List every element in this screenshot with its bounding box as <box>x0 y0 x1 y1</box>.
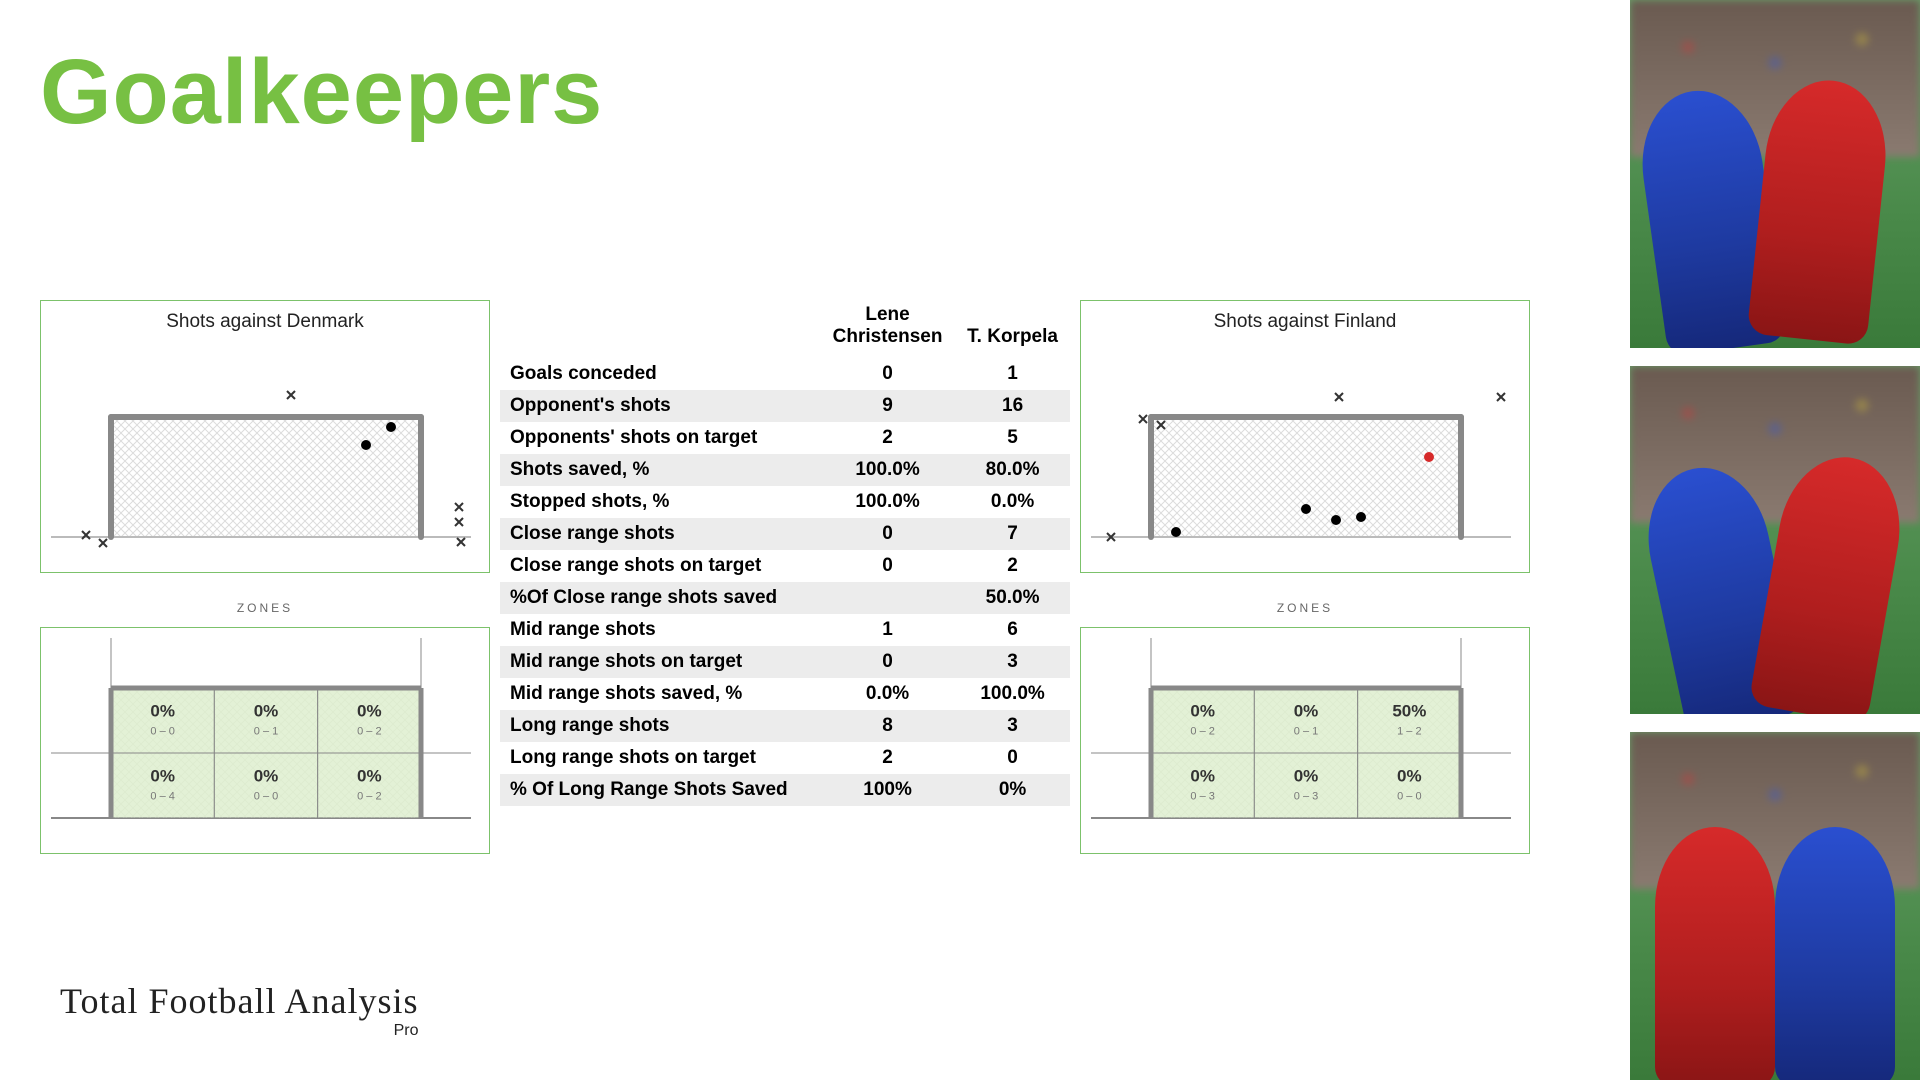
center-column: LeneChristensenT. KorpelaGoals conceded0… <box>500 300 1070 876</box>
stats-table: LeneChristensenT. KorpelaGoals conceded0… <box>500 300 1070 806</box>
right-zones-chart: 0% 0 – 2 0% 0 – 1 50% 1 – 2 0% 0 – 3 0% 0 – 3 0% 0 … <box>1081 628 1521 848</box>
svg-text:0 – 1: 0 – 1 <box>254 726 278 738</box>
table-header: LeneChristensen <box>820 300 955 358</box>
svg-text:0%: 0% <box>357 702 382 721</box>
table-header: T. Korpela <box>955 300 1070 358</box>
brand-logo: Total Football Analysis Pro <box>60 980 418 1040</box>
svg-text:0%: 0% <box>1190 767 1215 786</box>
table-row: Long range shots83 <box>500 710 1070 742</box>
svg-text:0%: 0% <box>1294 767 1319 786</box>
svg-text:0 – 2: 0 – 2 <box>357 726 381 738</box>
table-row: Stopped shots, %100.0%0.0% <box>500 486 1070 518</box>
left-column: Shots against Denmark ZONES <box>40 300 490 876</box>
left-zones-panel: 0% 0 – 0 0% 0 – 1 0% 0 – 2 0% 0 – 4 0% 0 – 0 0% 0 –… <box>40 627 490 854</box>
left-zones-chart: 0% 0 – 0 0% 0 – 1 0% 0 – 2 0% 0 – 4 0% 0 – 0 0% 0 –… <box>41 628 481 848</box>
right-zones-label: ZONES <box>1080 601 1530 615</box>
svg-text:0%: 0% <box>1397 767 1422 786</box>
match-photo-2 <box>1630 366 1920 714</box>
page-title: Goalkeepers <box>40 40 603 145</box>
table-row: % Of Long Range Shots Saved100%0% <box>500 774 1070 806</box>
svg-text:0 – 0: 0 – 0 <box>254 791 278 803</box>
right-zones-panel: 0% 0 – 2 0% 0 – 1 50% 1 – 2 0% 0 – 3 0% 0 – 3 0% 0 … <box>1080 627 1530 854</box>
left-goal-chart <box>41 337 481 567</box>
table-row: Mid range shots saved, %0.0%100.0% <box>500 678 1070 710</box>
table-row: Close range shots07 <box>500 518 1070 550</box>
table-row: %Of Close range shots saved50.0% <box>500 582 1070 614</box>
photo-strip <box>1630 0 1920 1080</box>
left-zones-label: ZONES <box>40 601 490 615</box>
svg-text:0 – 2: 0 – 2 <box>1190 726 1214 738</box>
table-row: Mid range shots16 <box>500 614 1070 646</box>
svg-text:0%: 0% <box>1190 702 1215 721</box>
logo-line1: Total Football Analysis <box>60 981 418 1021</box>
svg-text:50%: 50% <box>1392 702 1426 721</box>
svg-text:0 – 0: 0 – 0 <box>1397 791 1421 803</box>
table-row: Opponent's shots916 <box>500 390 1070 422</box>
table-row: Long range shots on target20 <box>500 742 1070 774</box>
table-row: Opponents' shots on target25 <box>500 422 1070 454</box>
svg-text:0 – 4: 0 – 4 <box>150 791 174 803</box>
right-goal-title: Shots against Finland <box>1081 301 1529 337</box>
svg-text:0%: 0% <box>254 767 279 786</box>
content-row: Shots against Denmark ZONES <box>40 300 1550 876</box>
svg-text:0 – 2: 0 – 2 <box>357 791 381 803</box>
svg-text:0%: 0% <box>357 767 382 786</box>
table-row: Shots saved, %100.0%80.0% <box>500 454 1070 486</box>
table-row: Close range shots on target02 <box>500 550 1070 582</box>
table-row: Mid range shots on target03 <box>500 646 1070 678</box>
right-goal-panel: Shots against Finland <box>1080 300 1530 573</box>
svg-text:0%: 0% <box>1294 702 1319 721</box>
right-goal-chart <box>1081 337 1521 567</box>
table-row: Goals conceded01 <box>500 358 1070 390</box>
right-column: Shots against Finland ZONES 0% 0 – 2 0% 0 –… <box>1080 300 1530 876</box>
table-header <box>500 300 820 358</box>
svg-text:0%: 0% <box>150 702 175 721</box>
logo-line2: Pro <box>60 1022 418 1040</box>
svg-text:0 – 1: 0 – 1 <box>1294 726 1318 738</box>
svg-text:0 – 3: 0 – 3 <box>1294 791 1318 803</box>
svg-text:0%: 0% <box>150 767 175 786</box>
left-goal-panel: Shots against Denmark <box>40 300 490 573</box>
match-photo-3 <box>1630 732 1920 1080</box>
svg-text:1 – 2: 1 – 2 <box>1397 726 1421 738</box>
svg-text:0 – 3: 0 – 3 <box>1190 791 1214 803</box>
svg-text:0%: 0% <box>254 702 279 721</box>
svg-text:0 – 0: 0 – 0 <box>150 726 174 738</box>
match-photo-1 <box>1630 0 1920 348</box>
left-goal-title: Shots against Denmark <box>41 301 489 337</box>
